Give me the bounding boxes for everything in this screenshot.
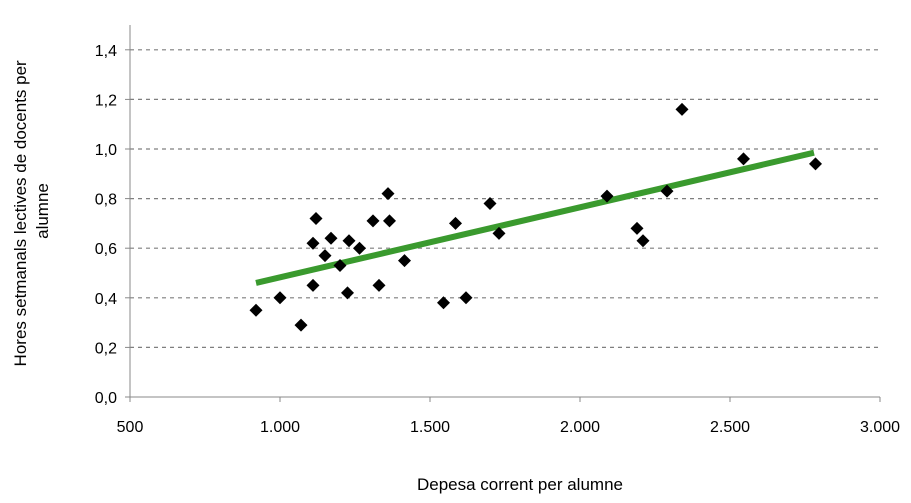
axes <box>125 25 881 402</box>
y-axis-title-line-1: Hores setmanals lectives de docents per <box>11 60 30 366</box>
tick-labels: 0,0 0,2 0,4 0,6 0,8 1,0 1,2 1,4 500 1.000 1.500 2.0… <box>95 43 900 436</box>
y-tick-label: 1,4 <box>95 43 117 60</box>
trendline <box>255 149 815 286</box>
x-tick-label: 500 <box>117 419 144 436</box>
data-point <box>449 216 462 230</box>
x-tick-label: 3.000 <box>860 419 900 436</box>
data-point <box>333 259 347 273</box>
gridlines <box>130 49 880 348</box>
y-tick-label: 1,0 <box>95 142 117 159</box>
y-axis-title-line-2: alumne <box>33 183 52 239</box>
data-point <box>636 234 650 248</box>
data-point <box>341 286 354 300</box>
trendline-path <box>255 149 815 286</box>
data-point <box>483 197 497 211</box>
data-point <box>249 303 263 317</box>
data-point <box>630 221 644 235</box>
x-tick-label: 1.000 <box>260 419 300 436</box>
data-point <box>459 291 473 305</box>
data-point <box>437 296 450 310</box>
data-point <box>273 291 287 305</box>
data-point <box>318 249 332 263</box>
data-point <box>492 226 506 240</box>
data-point <box>600 189 614 203</box>
y-tick-label: 0,4 <box>95 291 117 308</box>
data-points <box>249 102 822 332</box>
x-tick-label: 2.500 <box>710 419 750 436</box>
data-point <box>366 214 380 228</box>
data-point <box>306 236 320 250</box>
data-point <box>383 214 396 228</box>
data-point <box>675 102 689 116</box>
data-point <box>398 254 411 268</box>
y-axis-title: Hores setmanals lectives de docents per … <box>11 56 52 367</box>
y-tick-label: 1,2 <box>95 92 117 109</box>
y-tick-label: 0,6 <box>95 241 117 258</box>
y-tick-label: 0,0 <box>95 390 117 407</box>
x-axis-title: Depesa corrent per alumne <box>417 475 623 494</box>
data-point <box>381 187 395 201</box>
x-tick-label: 2.000 <box>560 419 600 436</box>
data-point <box>809 157 822 171</box>
data-point <box>294 318 308 332</box>
y-tick-label: 0,8 <box>95 192 117 209</box>
data-point <box>306 278 320 292</box>
y-tick-label: 0,2 <box>95 340 117 357</box>
data-point <box>660 184 674 198</box>
data-point <box>372 278 386 292</box>
data-point <box>324 231 338 245</box>
data-point <box>309 211 323 225</box>
data-point <box>342 234 356 248</box>
data-point <box>737 152 750 166</box>
x-tick-label: 1.500 <box>410 419 450 436</box>
data-point <box>353 241 366 255</box>
